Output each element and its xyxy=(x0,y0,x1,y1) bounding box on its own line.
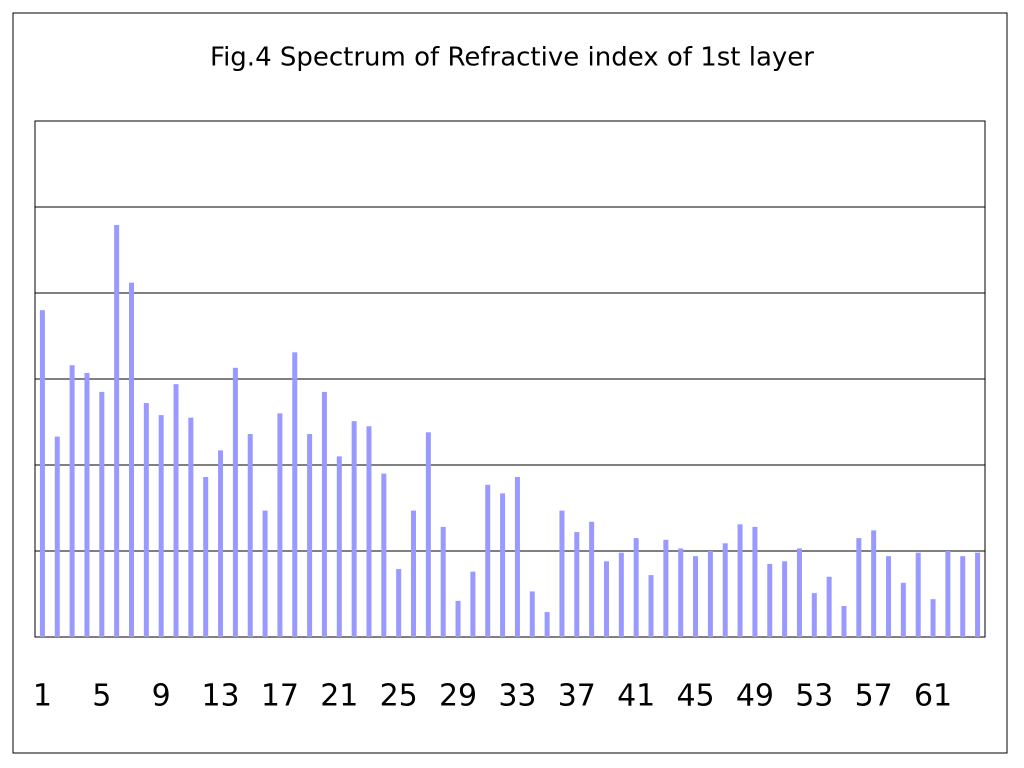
bar xyxy=(485,484,491,637)
x-tick-label: 17 xyxy=(261,679,299,714)
x-tick-label: 25 xyxy=(380,679,418,714)
bar xyxy=(173,384,179,637)
bar xyxy=(500,493,506,637)
bar xyxy=(366,426,372,637)
chart-title: Fig.4 Spectrum of Refractive index of 1s… xyxy=(210,43,814,73)
bar xyxy=(247,434,253,637)
bar xyxy=(663,539,669,637)
x-tick-label: 9 xyxy=(152,679,171,714)
bar xyxy=(871,530,877,637)
x-tick-label: 1 xyxy=(33,679,52,714)
bar xyxy=(707,551,713,637)
bar xyxy=(544,612,550,637)
x-tick-label: 37 xyxy=(558,679,596,714)
bar xyxy=(158,415,164,637)
bar xyxy=(143,403,149,637)
bar xyxy=(603,561,609,637)
bar xyxy=(841,606,847,637)
bar xyxy=(232,367,238,637)
bar xyxy=(693,556,699,637)
bar xyxy=(826,576,832,637)
bar xyxy=(722,543,728,637)
bar xyxy=(529,591,535,637)
bar xyxy=(54,436,60,637)
bar xyxy=(262,510,268,637)
bar xyxy=(396,569,402,637)
bar xyxy=(277,413,283,637)
x-tick-label: 61 xyxy=(914,679,952,714)
bar xyxy=(440,526,446,637)
bar xyxy=(188,417,194,637)
bar xyxy=(811,593,817,637)
bar xyxy=(900,582,906,637)
x-tick-label: 41 xyxy=(617,679,655,714)
bar xyxy=(618,552,624,637)
bar xyxy=(960,556,966,637)
bar xyxy=(514,477,520,637)
x-tick-label: 33 xyxy=(498,679,536,714)
bar xyxy=(411,510,417,637)
bar xyxy=(292,352,298,637)
bar xyxy=(218,450,224,637)
x-tick-label: 13 xyxy=(201,679,239,714)
bar xyxy=(737,524,743,637)
bar xyxy=(782,561,788,637)
bar xyxy=(633,538,639,637)
bar xyxy=(975,552,981,637)
bar xyxy=(39,310,45,637)
bar xyxy=(589,521,595,637)
bar xyxy=(856,538,862,637)
bar xyxy=(128,282,134,637)
bar xyxy=(678,548,684,637)
bar xyxy=(796,548,802,637)
bar xyxy=(752,526,758,637)
bar xyxy=(336,456,342,637)
bar xyxy=(321,391,327,637)
bar xyxy=(425,432,431,637)
bar xyxy=(930,599,936,637)
bar xyxy=(648,575,654,637)
bar xyxy=(767,563,773,637)
x-tick-label: 21 xyxy=(320,679,358,714)
bar xyxy=(351,421,357,637)
x-tick-label: 29 xyxy=(439,679,477,714)
bar xyxy=(69,365,75,637)
bar xyxy=(99,391,105,637)
bar xyxy=(114,225,120,637)
x-tick-label: 5 xyxy=(92,679,111,714)
bar xyxy=(945,551,951,637)
bar xyxy=(381,473,387,637)
bar xyxy=(84,372,90,637)
x-tick-label: 53 xyxy=(795,679,833,714)
bar xyxy=(203,477,209,637)
bar xyxy=(915,552,921,637)
x-tick-label: 49 xyxy=(736,679,774,714)
bar xyxy=(470,571,476,637)
bar xyxy=(559,510,565,637)
x-tick-label: 45 xyxy=(676,679,714,714)
bar xyxy=(455,600,461,637)
bar xyxy=(307,434,313,637)
x-tick-label: 57 xyxy=(855,679,893,714)
bar xyxy=(574,532,580,637)
bar xyxy=(886,556,892,637)
